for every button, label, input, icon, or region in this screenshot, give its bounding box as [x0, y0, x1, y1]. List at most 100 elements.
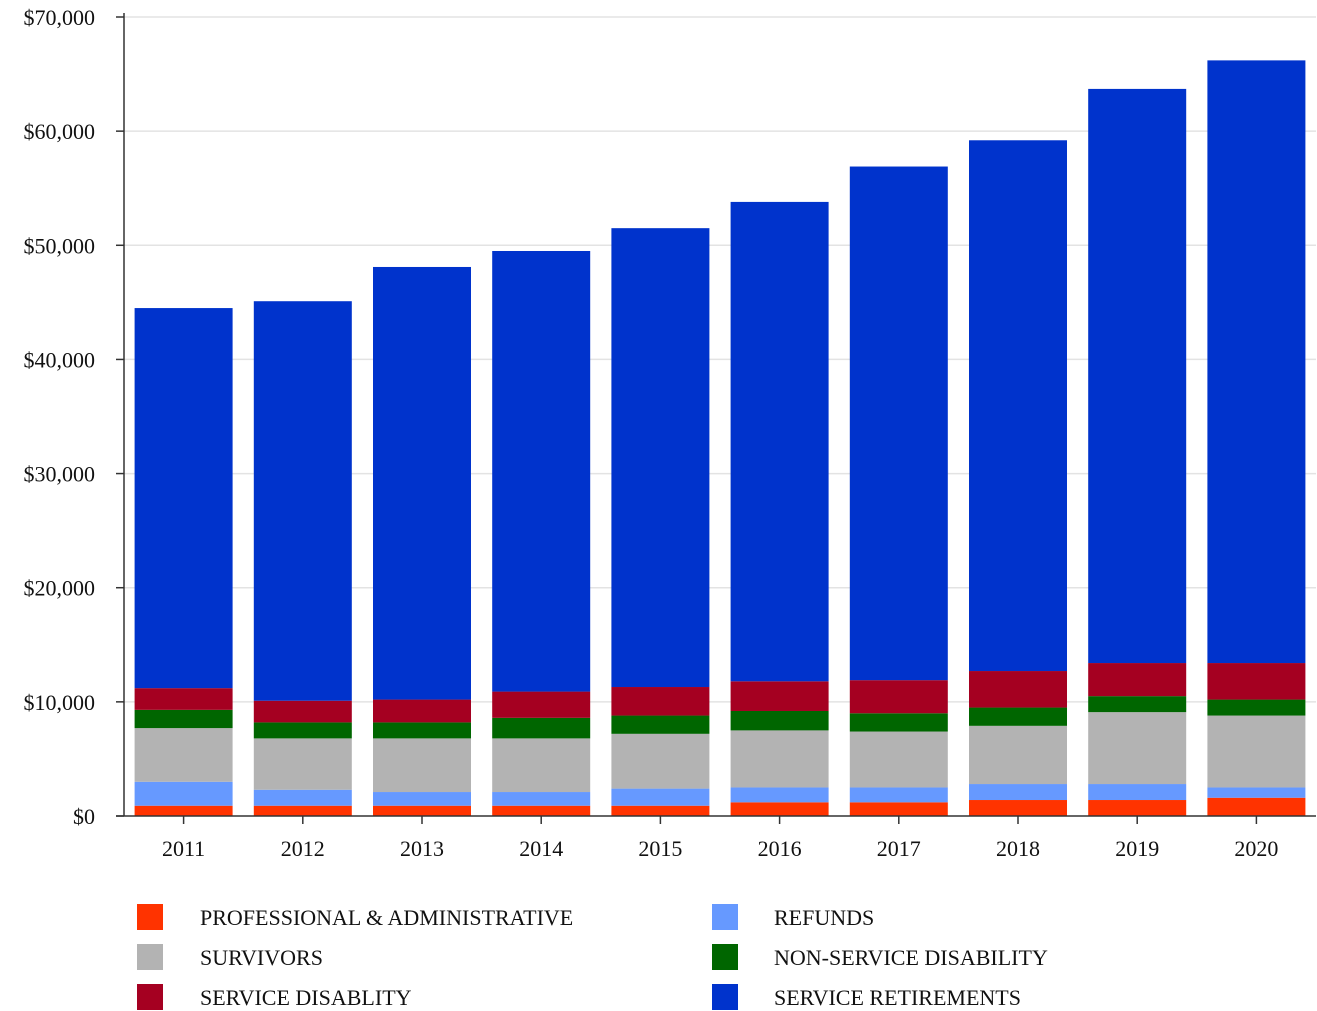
bar-segment	[134, 709, 233, 729]
legend-swatch	[137, 904, 163, 930]
bar-segment	[611, 805, 710, 816]
legend-swatch	[712, 944, 738, 970]
bar-segment	[1088, 800, 1187, 816]
bar-segment	[492, 691, 591, 718]
bars	[134, 60, 1306, 816]
y-tick-label: $20,000	[24, 576, 96, 601]
legend-label: PROFESSIONAL & ADMINISTRATIVE	[200, 905, 573, 930]
x-tick-label: 2017	[877, 836, 921, 861]
legend-item: SERVICE DISABLITY	[137, 984, 412, 1010]
legend-swatch	[137, 984, 163, 1010]
y-axis-tick-labels: $0 $10,000 $20,000 $30,000 $40,000 $50,000 $60…	[24, 5, 96, 829]
bar-segment	[134, 308, 233, 689]
legend: PROFESSIONAL & ADMINISTRATIVE REFUNDS SURV…	[137, 904, 1048, 1010]
bar-segment	[1088, 663, 1187, 697]
legend-swatch	[712, 984, 738, 1010]
bar-segment	[730, 730, 829, 788]
bar-segment	[1088, 88, 1187, 664]
y-tick-label: $10,000	[24, 690, 96, 715]
legend-item: SERVICE RETIREMENTS	[712, 984, 1021, 1010]
bar-segment	[373, 699, 471, 723]
bar-segment	[730, 802, 829, 816]
x-tick-label: 2016	[758, 836, 802, 861]
legend-label: SERVICE RETIREMENTS	[774, 985, 1021, 1010]
x-tick-label: 2019	[1115, 836, 1159, 861]
bar-segment	[1207, 715, 1306, 788]
x-tick-label: 2012	[281, 836, 325, 861]
bar-segment	[492, 250, 591, 692]
bar-segment	[253, 722, 352, 739]
bar-segment	[134, 781, 233, 806]
bar-segment	[373, 722, 471, 739]
bar-segment	[849, 713, 948, 732]
bar-segment	[969, 707, 1067, 726]
bar-segment	[492, 738, 591, 793]
bar-segment	[730, 787, 829, 803]
bar-segment	[134, 688, 233, 710]
bar-segment	[849, 731, 948, 788]
bar-segment	[849, 166, 948, 681]
y-tick-label: $70,000	[24, 5, 96, 30]
bar-segment	[849, 787, 948, 803]
legend-label: REFUNDS	[774, 905, 874, 930]
bar-segment	[611, 733, 710, 789]
bar-segment	[730, 681, 829, 711]
bar-segment	[611, 687, 710, 716]
bar-segment	[611, 715, 710, 734]
x-tick-label: 2020	[1234, 836, 1278, 861]
bar-segment	[373, 792, 471, 806]
bar-segment	[1088, 712, 1187, 785]
legend-item: REFUNDS	[712, 904, 874, 930]
axes	[116, 13, 1316, 824]
y-tick-label: $50,000	[24, 233, 96, 258]
x-tick-label: 2014	[519, 836, 563, 861]
legend-label: SURVIVORS	[200, 945, 323, 970]
legend-item: PROFESSIONAL & ADMINISTRATIVE	[137, 904, 573, 930]
legend-item: NON-SERVICE DISABILITY	[712, 944, 1048, 970]
x-tick-label: 2018	[996, 836, 1040, 861]
y-tick-label: $30,000	[24, 462, 96, 487]
bar-segment	[253, 738, 352, 790]
bar-segment	[253, 301, 352, 701]
bar-segment	[1207, 797, 1306, 816]
bar-segment	[373, 738, 471, 793]
y-tick-label: $60,000	[24, 119, 96, 144]
bar-segment	[611, 788, 710, 806]
legend-swatch	[712, 904, 738, 930]
legend-label: SERVICE DISABLITY	[200, 985, 412, 1010]
bar-segment	[849, 802, 948, 816]
x-tick-label: 2013	[400, 836, 444, 861]
bar-segment	[1088, 784, 1187, 801]
bar-segment	[1207, 60, 1306, 664]
x-tick-label: 2015	[638, 836, 682, 861]
y-tick-label: $40,000	[24, 347, 96, 372]
bar-segment	[969, 784, 1067, 801]
y-tick-label: $0	[73, 804, 95, 829]
bar-segment	[134, 728, 233, 782]
bar-segment	[969, 725, 1067, 785]
bar-segment	[492, 792, 591, 806]
bar-segment	[253, 805, 352, 816]
bar-segment	[134, 805, 233, 816]
bar-segment	[611, 228, 710, 688]
bar-segment	[969, 140, 1067, 672]
bar-segment	[1207, 663, 1306, 700]
bar-segment	[969, 800, 1067, 816]
bar-segment	[373, 266, 471, 700]
bar-segment	[730, 201, 829, 682]
x-axis-tick-labels: 2011 2012 2013 2014 2015 2016 2017 2018 2019 2020	[162, 836, 1278, 861]
bar-segment	[730, 710, 829, 731]
bar-segment	[373, 805, 471, 816]
bar-segment	[492, 717, 591, 739]
bar-segment	[492, 805, 591, 816]
bar-segment	[1207, 787, 1306, 798]
bar-segment	[253, 789, 352, 806]
legend-item: SURVIVORS	[137, 944, 323, 970]
legend-swatch	[137, 944, 163, 970]
bar-segment	[253, 700, 352, 723]
bar-segment	[1088, 696, 1187, 713]
bar-segment	[969, 671, 1067, 708]
bar-segment	[1207, 699, 1306, 716]
legend-label: NON-SERVICE DISABILITY	[774, 945, 1048, 970]
